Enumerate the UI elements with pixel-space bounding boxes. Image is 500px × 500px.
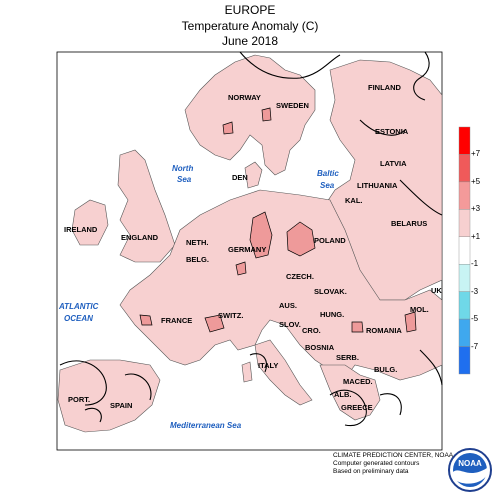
colorbar-segment xyxy=(458,236,471,265)
patch-france-west xyxy=(139,314,153,326)
credit-line-3: Based on preliminary data xyxy=(333,468,409,475)
colorbar-segment xyxy=(458,154,471,183)
patch-germany xyxy=(249,211,273,259)
label-cro: CRO. xyxy=(302,326,321,335)
colorbar-segment xyxy=(458,126,471,155)
label-baltic-sea-2: Sea xyxy=(320,181,335,190)
label-bulg: BULG. xyxy=(374,365,397,374)
ireland-land xyxy=(71,199,109,246)
label-north-sea-1: North xyxy=(172,164,193,173)
italy-land xyxy=(254,339,313,406)
credit-line-1: CLIMATE PREDICTION CENTER, NOAA xyxy=(333,452,454,459)
noaa-logo-text: NOAA xyxy=(458,459,482,468)
label-aus: AUS. xyxy=(279,301,297,310)
label-latvia: LATVIA xyxy=(380,159,407,168)
colorbar-tick-label: +5 xyxy=(471,176,481,186)
colorbar-tick-label: +7 xyxy=(471,149,481,159)
label-mol: MOL. xyxy=(410,305,429,314)
label-port: PORT. xyxy=(68,395,90,404)
colorbar-segment xyxy=(458,209,471,237)
label-atlantic-1: ATLANTIC xyxy=(58,302,99,311)
patch-poland xyxy=(286,221,316,257)
colorbar-segment xyxy=(458,264,471,292)
label-germany: GERMANY xyxy=(228,245,266,254)
label-mediterranean: Mediterranean Sea xyxy=(170,421,242,430)
label-den: DEN xyxy=(232,173,248,182)
credit-line-2: Computer generated contours xyxy=(333,460,420,467)
scandinavia xyxy=(184,54,316,176)
label-spain: SPAIN xyxy=(110,401,132,410)
label-serb: SERB. xyxy=(336,353,359,362)
iberia xyxy=(57,359,161,433)
colorbar-segment xyxy=(458,291,471,320)
map-subtitle: Temperature Anomaly (C) xyxy=(181,19,319,33)
label-greece: GREECE xyxy=(341,403,373,412)
label-belarus: BELARUS xyxy=(391,219,427,228)
label-hung: HUNG. xyxy=(320,310,344,319)
patch-germany-south xyxy=(235,261,247,276)
label-baltic-sea-1: Baltic xyxy=(317,169,339,178)
label-switz: SWITZ. xyxy=(218,311,243,320)
label-france: FRANCE xyxy=(161,316,192,325)
label-belg: BELG. xyxy=(186,255,209,264)
denmark xyxy=(244,161,263,189)
colorbar-segment xyxy=(458,346,471,375)
label-alb: ALB. xyxy=(334,390,352,399)
patch-norway xyxy=(222,121,234,135)
label-norway: NORWAY xyxy=(228,93,261,102)
label-czech: CZECH. xyxy=(286,272,314,281)
label-maced: MACED. xyxy=(343,377,373,386)
label-slovak: SLOVAK. xyxy=(314,287,347,296)
label-estonia: ESTONIA xyxy=(375,127,409,136)
colorbar-segment xyxy=(458,181,471,210)
label-sweden: SWEDEN xyxy=(276,101,309,110)
corsica xyxy=(241,361,253,383)
zero-contours xyxy=(59,51,443,427)
colorbar-tick-label: -5 xyxy=(471,314,479,324)
colorbar-tick-label: -7 xyxy=(471,341,479,351)
label-slov: SLOV. xyxy=(279,320,301,329)
label-finland: FINLAND xyxy=(368,83,401,92)
patch-hungary xyxy=(351,321,364,333)
map-date: June 2018 xyxy=(221,34,279,48)
colorbar-segment xyxy=(458,318,471,347)
label-neth: NETH. xyxy=(186,238,209,247)
colorbar-tick-label: -3 xyxy=(471,286,479,296)
anomaly-patches xyxy=(139,107,417,333)
patch-sweden xyxy=(261,107,272,122)
patch-alps xyxy=(204,314,225,333)
colorbar-tick-label: +3 xyxy=(471,204,481,214)
label-lithuania: LITHUANIA xyxy=(357,181,398,190)
label-uk-edge: UK xyxy=(431,286,442,295)
label-north-sea-2: Sea xyxy=(177,175,192,184)
label-romania: ROMANIA xyxy=(366,326,402,335)
label-bosnia: BOSNIA xyxy=(305,343,335,352)
patch-moldova xyxy=(404,311,417,333)
label-kal: KAL. xyxy=(345,196,363,205)
map-title: EUROPE xyxy=(224,3,276,17)
land-anomaly-fill xyxy=(57,54,443,433)
colorbar xyxy=(458,126,471,375)
great-britain xyxy=(117,149,176,263)
label-italy: ITALY xyxy=(258,361,278,370)
colorbar-tick-label: -1 xyxy=(471,259,479,269)
label-england: ENGLAND xyxy=(121,233,159,242)
label-atlantic-2: OCEAN xyxy=(64,314,93,323)
colorbar-tick-label: +1 xyxy=(471,231,481,241)
label-poland: POLAND xyxy=(314,236,346,245)
noaa-logo: NOAA xyxy=(448,448,492,492)
label-ireland: IRELAND xyxy=(64,225,98,234)
